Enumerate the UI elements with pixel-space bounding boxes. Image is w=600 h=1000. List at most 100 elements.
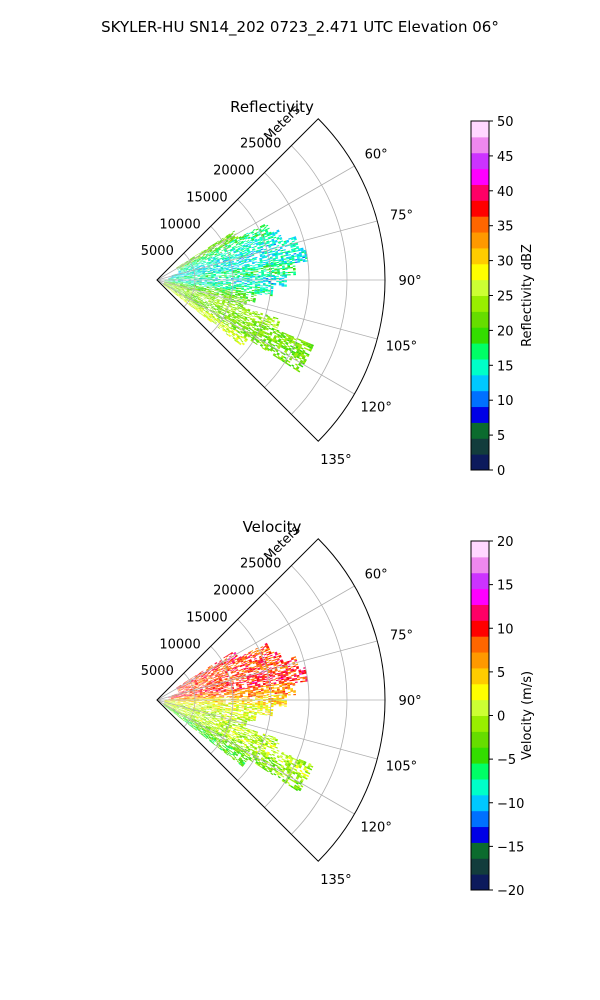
data-gate (196, 266, 200, 268)
data-gate (191, 676, 195, 679)
data-gate (199, 273, 203, 274)
data-gate (197, 272, 200, 274)
data-gate (217, 300, 220, 302)
data-gate (297, 353, 301, 356)
data-gate (193, 258, 196, 260)
data-gate (178, 271, 181, 273)
data-gate (302, 343, 306, 346)
data-gate (226, 269, 229, 271)
data-gate (178, 294, 182, 296)
data-gate (209, 284, 213, 286)
data-gate (191, 272, 195, 273)
data-gate (204, 256, 207, 259)
colorbar-tick-label: 30 (497, 255, 514, 270)
data-gate (298, 357, 302, 360)
data-gate (185, 282, 189, 284)
data-gate (248, 259, 252, 261)
data-gate (232, 242, 236, 244)
data-gate (202, 690, 205, 692)
data-gate (263, 327, 267, 330)
data-gate (254, 285, 258, 287)
data-gate (227, 288, 231, 290)
data-gate (208, 290, 212, 292)
data-gate (251, 338, 255, 341)
data-gate (244, 251, 248, 254)
data-gate (297, 342, 301, 345)
data-gate (167, 287, 170, 290)
data-gate (178, 275, 182, 276)
data-gate (215, 262, 218, 264)
data-gate (198, 257, 202, 260)
data-gate (225, 264, 229, 267)
data-gate (205, 248, 209, 251)
data-gate (231, 297, 235, 299)
data-gate (262, 650, 266, 653)
data-gate (245, 297, 249, 299)
data-gate (210, 313, 214, 316)
data-gate (212, 269, 216, 271)
data-gate (244, 286, 247, 288)
data-gate (265, 264, 269, 266)
data-gate (224, 275, 227, 276)
data-gate (218, 303, 222, 305)
data-gate (222, 672, 226, 675)
data-gate (210, 274, 214, 276)
data-gate (249, 264, 253, 267)
data-gate (164, 282, 167, 284)
data-gate (194, 272, 198, 274)
data-gate (222, 300, 226, 303)
data-gate (232, 294, 235, 296)
data-gate (215, 249, 218, 251)
data-gate (244, 310, 248, 312)
data-gate (209, 262, 212, 264)
data-gate (250, 250, 254, 253)
reflectivity-panel: Reflectivity500010000150002000025000Mete… (141, 98, 535, 479)
data-gate (208, 276, 211, 278)
data-gate (197, 260, 200, 263)
data-gate (225, 239, 229, 242)
data-gate (230, 256, 233, 259)
data-gate (237, 297, 240, 299)
data-gate (231, 260, 234, 263)
data-gate (207, 258, 211, 260)
data-gate (262, 289, 266, 291)
data-gate (219, 252, 223, 255)
data-gate (188, 283, 191, 285)
data-gate (184, 288, 188, 290)
data-gate (226, 271, 230, 273)
data-gate (226, 262, 229, 265)
data-gate (236, 267, 240, 269)
data-gate (171, 290, 174, 293)
data-gate (243, 240, 247, 243)
data-gate (261, 243, 265, 245)
data-gate (229, 662, 233, 665)
data-gate (273, 323, 277, 326)
data-gate (168, 284, 172, 286)
data-gate (183, 291, 187, 293)
data-gate (261, 273, 265, 275)
data-gate (215, 257, 219, 259)
data-gate (274, 231, 278, 234)
data-gate (253, 323, 257, 326)
data-gate (209, 249, 213, 252)
data-gate (268, 237, 271, 240)
data-gate (290, 251, 294, 253)
data-gate (210, 252, 214, 254)
data-gate (228, 306, 232, 308)
data-gate (243, 335, 247, 338)
data-gate (214, 287, 218, 288)
data-gate (252, 276, 256, 278)
data-gate (217, 284, 221, 285)
data-gate (276, 277, 279, 279)
data-gate (191, 256, 195, 259)
data-gate (218, 311, 221, 313)
data-gate (254, 239, 258, 242)
data-gate (268, 246, 272, 248)
data-gate (276, 329, 280, 332)
data-gate (169, 282, 173, 284)
data-gate (184, 270, 187, 272)
data-gate (251, 231, 254, 234)
data-gate (240, 274, 243, 275)
data-gate (239, 321, 243, 324)
data-gate (202, 294, 205, 296)
